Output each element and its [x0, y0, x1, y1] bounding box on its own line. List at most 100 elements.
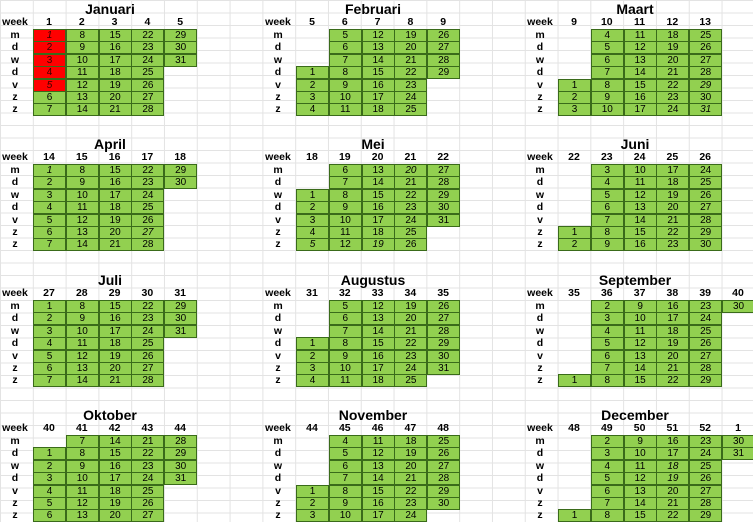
week-number: 35: [437, 287, 450, 299]
day-cell: 21: [98, 374, 132, 388]
week-number: 7: [374, 16, 381, 28]
day-cell: 2: [558, 91, 591, 104]
day-cell: 12: [65, 78, 99, 92]
day-cell: 3: [296, 509, 329, 522]
day-cell: 5: [590, 41, 624, 55]
day-cell: 26: [689, 188, 723, 202]
day-cell: 7: [328, 324, 362, 338]
day-cell: 16: [623, 91, 657, 104]
day-cell: 1: [296, 337, 329, 351]
day-cell: 26: [131, 497, 165, 510]
day-cell: 23: [656, 238, 690, 252]
day-cell: 25: [131, 337, 165, 351]
day-cell: 6: [590, 53, 624, 67]
day-cell: 21: [656, 66, 690, 80]
week-number: 12: [666, 16, 679, 28]
day-cell: 13: [623, 484, 657, 498]
day-cell: 29: [164, 447, 198, 461]
day-cell: 14: [623, 213, 657, 227]
day-cell: 28: [131, 374, 165, 388]
day-cell: 25: [131, 484, 165, 498]
day-cell: 29: [689, 509, 723, 522]
weekday-label: v: [12, 349, 18, 362]
day-cell: 23: [131, 312, 165, 326]
day-cell: 19: [656, 472, 690, 486]
day-cell: 7: [33, 103, 66, 117]
day-cell: 6: [590, 349, 624, 363]
day-cell: 9: [65, 312, 99, 326]
week-number: 2: [78, 16, 85, 28]
day-cell: 8: [328, 484, 362, 498]
week-number: 31: [174, 287, 187, 299]
day-cell: 13: [623, 201, 657, 215]
day-cell: 27: [131, 509, 165, 522]
day-cell: 6: [328, 459, 362, 473]
weekday-label: z: [537, 374, 543, 387]
week-number: 29: [108, 287, 121, 299]
day-cell: 18: [656, 324, 690, 338]
weekday-label: z: [12, 238, 18, 251]
day-cell: 8: [328, 188, 362, 202]
day-cell: 7: [590, 362, 624, 375]
week-number: 11: [634, 16, 646, 28]
day-cell: 25: [689, 29, 723, 42]
day-cell: 30: [427, 201, 461, 215]
day-cell: 22: [656, 226, 690, 239]
day-cell: 3: [590, 164, 624, 177]
weekday-label: w: [273, 324, 283, 337]
week-number: 25: [666, 151, 679, 163]
day-cell: 6: [590, 484, 624, 498]
day-cell: 10: [328, 509, 362, 522]
day-cell: 24: [689, 312, 723, 326]
day-cell: 17: [361, 509, 395, 522]
day-cell: 23: [131, 176, 165, 190]
day-cell: 9: [328, 78, 362, 92]
day-cell: 11: [623, 324, 657, 338]
day-cell: 23: [689, 300, 723, 313]
day-cell: 31: [689, 103, 723, 117]
day-cell: 15: [623, 374, 657, 388]
day-cell: 1: [558, 374, 591, 388]
day-cell: 21: [98, 238, 132, 252]
week-number: 18: [174, 151, 187, 163]
week-number: 32: [338, 287, 351, 299]
day-cell: 6: [328, 312, 362, 326]
week-number: 44: [174, 422, 187, 434]
day-cell: 28: [131, 238, 165, 252]
day-cell: 19: [656, 337, 690, 351]
weekday-label: w: [10, 53, 20, 66]
month-title: November: [338, 407, 408, 423]
day-cell: 27: [131, 91, 165, 104]
day-cell: 22: [131, 447, 165, 461]
day-cell: 5: [590, 472, 624, 486]
day-cell: 29: [427, 66, 461, 80]
weekday-label: d: [274, 312, 282, 325]
day-cell: 29: [427, 484, 461, 498]
day-cell: 31: [427, 362, 461, 375]
day-cell: 9: [328, 349, 362, 363]
weekday-label: w: [10, 459, 20, 472]
day-cell: 20: [98, 362, 132, 375]
day-cell: 27: [427, 41, 461, 55]
weekday-label: d: [274, 447, 282, 460]
day-cell: 15: [623, 226, 657, 239]
day-cell: 10: [65, 324, 99, 338]
week-number: 44: [306, 422, 318, 434]
week-number: 24: [633, 151, 646, 163]
day-cell: 15: [361, 337, 395, 351]
weekday-label: z: [537, 226, 543, 238]
day-cell: 23: [394, 497, 428, 510]
weekday-label: w: [273, 53, 283, 66]
day-cell: 15: [623, 78, 657, 92]
week-label: week: [2, 151, 28, 163]
day-cell: 18: [98, 201, 132, 215]
day-cell: 20: [98, 91, 132, 104]
day-cell: 11: [361, 435, 395, 448]
day-cell: 15: [98, 447, 132, 461]
day-cell: 9: [590, 238, 624, 252]
day-cell: 10: [328, 213, 362, 227]
day-cell: 5: [590, 188, 624, 202]
weekday-label: v: [12, 484, 18, 497]
weekday-label: z: [275, 374, 281, 387]
day-cell: 19: [394, 447, 428, 461]
